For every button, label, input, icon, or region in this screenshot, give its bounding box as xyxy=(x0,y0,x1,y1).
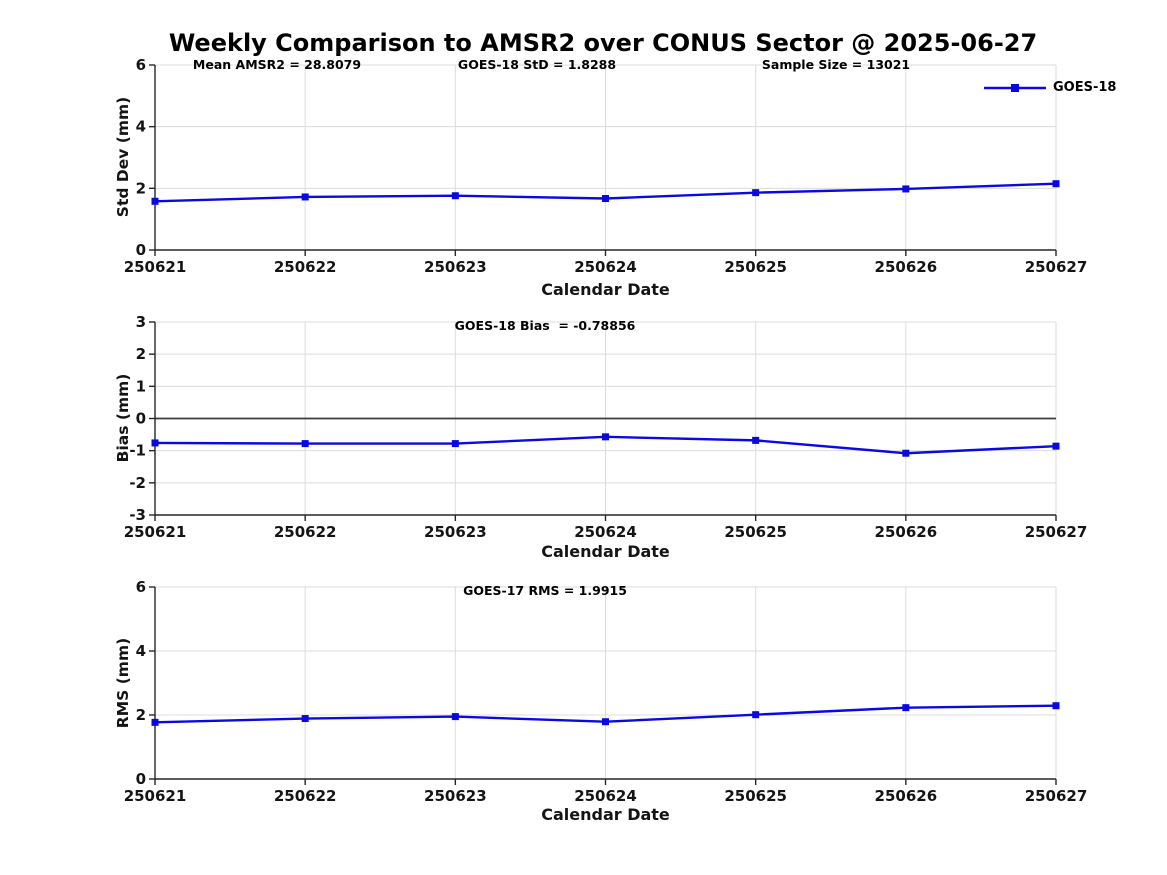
data-point-marker xyxy=(902,449,910,457)
x-tick-label: 250626 xyxy=(875,258,938,276)
y-tick-label: -2 xyxy=(129,474,146,492)
figure-title: Weekly Comparison to AMSR2 over CONUS Se… xyxy=(168,29,1038,57)
data-point-marker xyxy=(451,713,459,721)
rms-annotation: GOES-17 RMS = 1.9915 xyxy=(463,583,627,598)
y-tick-label: 2 xyxy=(136,179,146,197)
y-tick-label: 6 xyxy=(136,578,146,596)
data-point-marker xyxy=(151,197,159,205)
x-tick-label: 250624 xyxy=(574,787,637,805)
y-tick-label: -1 xyxy=(129,442,146,460)
x-tick-label: 250621 xyxy=(124,787,187,805)
rms-y-axis-label: RMS (mm) xyxy=(114,637,132,729)
data-point-marker xyxy=(301,440,309,448)
x-tick-label: 250623 xyxy=(424,787,487,805)
stddev-y-axis-label: Std Dev (mm) xyxy=(114,96,132,218)
legend-line-sample-icon xyxy=(984,83,1046,92)
data-point-marker xyxy=(301,193,309,201)
x-tick-label: 250626 xyxy=(875,523,938,541)
data-point-marker xyxy=(301,715,309,723)
bias-x-axis-label: Calendar Date xyxy=(541,542,670,561)
y-tick-label: 0 xyxy=(136,241,146,259)
stddev-annotation-goes18-std: GOES-18 StD = 1.8288 xyxy=(457,57,617,72)
data-point-marker xyxy=(752,711,760,719)
data-point-marker xyxy=(752,436,760,444)
y-tick-label: -3 xyxy=(129,506,146,524)
data-point-marker xyxy=(902,185,910,193)
data-point-marker xyxy=(151,439,159,447)
legend: GOES-18 xyxy=(983,80,1116,95)
data-point-marker xyxy=(602,718,609,726)
x-tick-label: 250621 xyxy=(124,258,187,276)
data-point-marker xyxy=(902,704,910,712)
x-tick-label: 250621 xyxy=(124,523,187,541)
y-tick-label: 0 xyxy=(136,770,146,788)
x-tick-label: 250623 xyxy=(424,258,487,276)
y-tick-label: 3 xyxy=(136,313,146,331)
x-tick-label: 250627 xyxy=(1025,258,1088,276)
stddev-x-axis-label: Calendar Date xyxy=(541,280,670,299)
x-tick-label: 250622 xyxy=(274,258,337,276)
x-tick-label: 250622 xyxy=(274,523,337,541)
bias-y-axis-label: Bias (mm) xyxy=(114,373,132,463)
stddev-annotation-mean-amsr2: Mean AMSR2 = 28.8079 xyxy=(192,57,362,72)
rms-x-axis-label: Calendar Date xyxy=(541,805,670,824)
x-tick-label: 250627 xyxy=(1025,523,1088,541)
stddev-annotation-sample-size: Sample Size = 13021 xyxy=(761,57,911,72)
x-tick-label: 250624 xyxy=(574,258,637,276)
y-tick-label: 2 xyxy=(136,706,146,724)
y-tick-label: 0 xyxy=(136,410,146,428)
x-tick-label: 250623 xyxy=(424,523,487,541)
bias-annotation: GOES-18 Bias = -0.78856 xyxy=(454,318,636,333)
data-point-marker xyxy=(451,192,459,200)
data-point-marker xyxy=(451,440,459,448)
y-tick-label: 4 xyxy=(136,642,146,660)
data-point-marker xyxy=(1052,702,1060,710)
x-tick-label: 250626 xyxy=(875,787,938,805)
y-tick-label: 4 xyxy=(136,118,146,136)
y-tick-label: 2 xyxy=(136,345,146,363)
legend-label: GOES-18 xyxy=(1053,80,1117,95)
data-point-marker xyxy=(1052,442,1060,450)
x-tick-label: 250625 xyxy=(724,787,787,805)
x-tick-label: 250625 xyxy=(724,523,787,541)
x-tick-label: 250625 xyxy=(724,258,787,276)
data-point-marker xyxy=(1052,180,1060,188)
data-point-marker xyxy=(602,195,609,203)
x-tick-label: 250624 xyxy=(574,523,637,541)
data-point-marker xyxy=(602,433,609,441)
data-point-marker xyxy=(151,718,159,726)
data-point-marker xyxy=(752,189,760,197)
x-tick-label: 250622 xyxy=(274,787,337,805)
x-tick-label: 250627 xyxy=(1025,787,1088,805)
y-tick-label: 1 xyxy=(136,377,146,395)
y-tick-label: 6 xyxy=(136,56,146,74)
